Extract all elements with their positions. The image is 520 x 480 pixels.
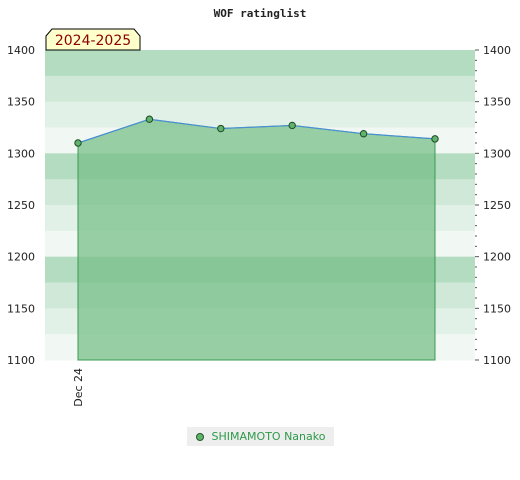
data-point [217, 124, 225, 133]
x-tick-label: Dec 24 [72, 368, 85, 407]
y-axis-right: 1100 1150 1200 1250 1300 1350 1400 [475, 44, 511, 367]
data-point [74, 139, 82, 147]
series-area [77, 118, 436, 361]
season-badge: 2024-2025 [45, 28, 141, 51]
y-axis-left: 1100 1150 1200 1250 1300 1350 1400 [7, 44, 35, 367]
season-badge-text: 2024-2025 [55, 33, 131, 49]
series-line [77, 118, 436, 144]
y-tick-label-left: 1350 [7, 96, 35, 109]
x-axis: Dec 24 [72, 368, 85, 407]
y-tick-label-right: 1250 [483, 199, 511, 212]
grid-band [45, 50, 475, 77]
y-tick-label-left: 1250 [7, 199, 35, 212]
data-point [431, 135, 439, 143]
y-tick-label-right: 1350 [483, 96, 511, 109]
y-tick-label-left: 1150 [7, 302, 35, 315]
y-tick-label-left: 1400 [7, 44, 35, 57]
y-tick-label-left: 1300 [7, 147, 35, 160]
points-group [74, 115, 439, 147]
chart-title: WOF ratinglist [214, 7, 307, 20]
y-tick-label-right: 1150 [483, 302, 511, 315]
grid-band [45, 101, 475, 128]
legend-marker [195, 432, 204, 441]
y-tick-label-right: 1300 [483, 147, 511, 160]
data-point [359, 130, 368, 138]
legend: SHIMAMOTO Nanako [187, 427, 334, 446]
line-group [77, 118, 436, 144]
y-tick-label-right: 1400 [483, 44, 511, 57]
area-fill-group [77, 118, 436, 361]
y-tick-label-right: 1200 [483, 251, 511, 264]
grid-band [45, 75, 475, 103]
y-tick-label-left: 1100 [7, 354, 35, 367]
y-tick-label-left: 1200 [7, 251, 35, 264]
data-point [288, 121, 296, 130]
y-tick-label-right: 1100 [483, 354, 511, 367]
legend-label: SHIMAMOTO Nanako [211, 430, 326, 443]
data-point [145, 115, 154, 123]
